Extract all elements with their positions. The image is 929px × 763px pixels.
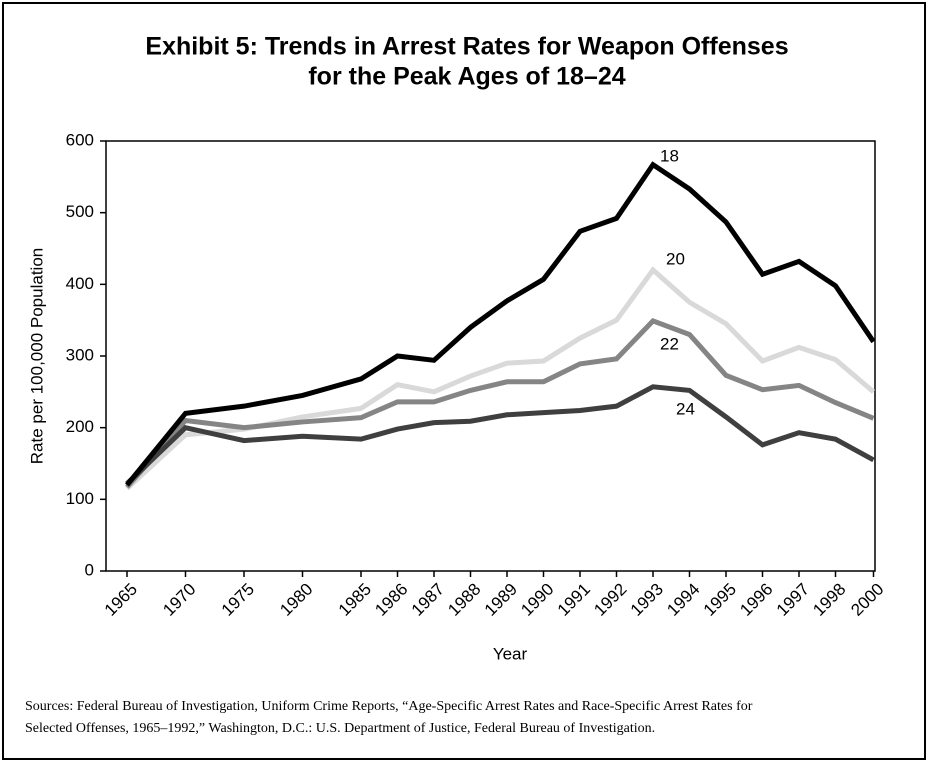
chart-title: for the Peak Ages of 18–24 (308, 63, 625, 91)
y-tick-label: 100 (66, 489, 94, 508)
x-tick-label: 1986 (371, 580, 411, 620)
y-tick-label: 200 (66, 417, 94, 436)
y-tick-label: 500 (66, 202, 94, 221)
y-tick-label: 300 (66, 345, 94, 364)
x-tick-label: 1994 (663, 580, 703, 620)
x-tick-label: 1992 (590, 580, 630, 620)
series-line (125, 266, 876, 491)
x-tick-label: 2000 (847, 580, 887, 620)
source-note: Sources: Federal Bureau of Investigation… (25, 699, 753, 714)
y-tick-label: 400 (66, 274, 94, 293)
x-tick-label: 1995 (700, 580, 740, 620)
y-tick-label: 0 (85, 560, 94, 579)
x-axis-label: Year (493, 644, 528, 663)
series-line (125, 384, 875, 486)
x-tick-label: 1998 (809, 580, 849, 620)
chart-title: Exhibit 5: Trends in Arrest Rates for We… (145, 33, 788, 61)
x-tick-label: 1991 (554, 580, 594, 620)
y-tick-label: 600 (66, 130, 94, 149)
x-tick-label: 1990 (517, 580, 557, 620)
series-line (125, 317, 875, 489)
x-tick-label: 1993 (627, 580, 667, 620)
x-tick-label: 1989 (481, 580, 521, 620)
series-label: 18 (660, 146, 679, 165)
x-tick-label: 1970 (159, 580, 199, 620)
x-tick-label: 1988 (444, 580, 484, 620)
x-tick-label: 1985 (335, 580, 375, 620)
source-note: Selected Offenses, 1965–1992,” Washingto… (25, 721, 655, 736)
x-tick-label: 1996 (736, 580, 776, 620)
y-axis-label: Rate per 100,000 Population (27, 248, 46, 464)
x-tick-label: 1965 (101, 580, 141, 620)
series-label: 22 (660, 334, 679, 353)
series-label: 24 (676, 399, 695, 418)
x-tick-label: 1997 (773, 580, 813, 620)
series-line (125, 161, 876, 487)
series-label: 20 (666, 249, 685, 268)
x-tick-label: 1975 (218, 580, 258, 620)
x-tick-label: 1987 (408, 580, 448, 620)
x-tick-label: 1980 (276, 580, 316, 620)
